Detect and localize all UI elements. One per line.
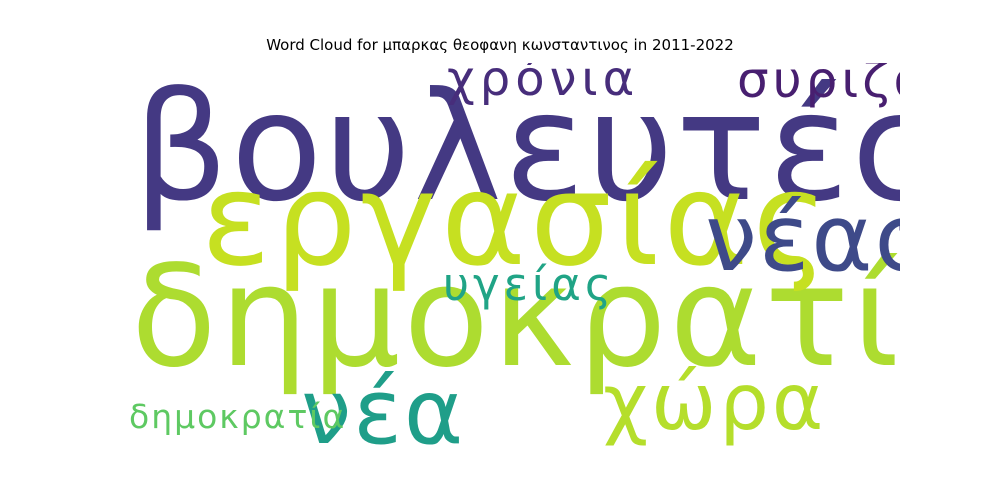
word-ergasias: εργασίας xyxy=(201,144,833,295)
word-chora: χώρα xyxy=(603,357,827,448)
word-ygeias: υγείας xyxy=(443,258,616,311)
word-dimokratias: δημοκρατίας xyxy=(131,236,900,399)
chart-title: Word Cloud for μπαρκας θεοφανη κωνσταντι… xyxy=(266,36,734,54)
word-chronia: χρόνια xyxy=(447,63,640,107)
word-cloud: βουλευτές δημοκρατίας εργασίας νέας νέα … xyxy=(125,63,900,450)
word-dimokratia: δημοκρατία xyxy=(129,396,347,436)
word-bouleutes: βουλευτές xyxy=(133,63,900,235)
word-syriza: συριζα xyxy=(737,63,900,109)
word-neas: νέας xyxy=(705,183,900,292)
word-nea: νέα xyxy=(301,360,466,451)
